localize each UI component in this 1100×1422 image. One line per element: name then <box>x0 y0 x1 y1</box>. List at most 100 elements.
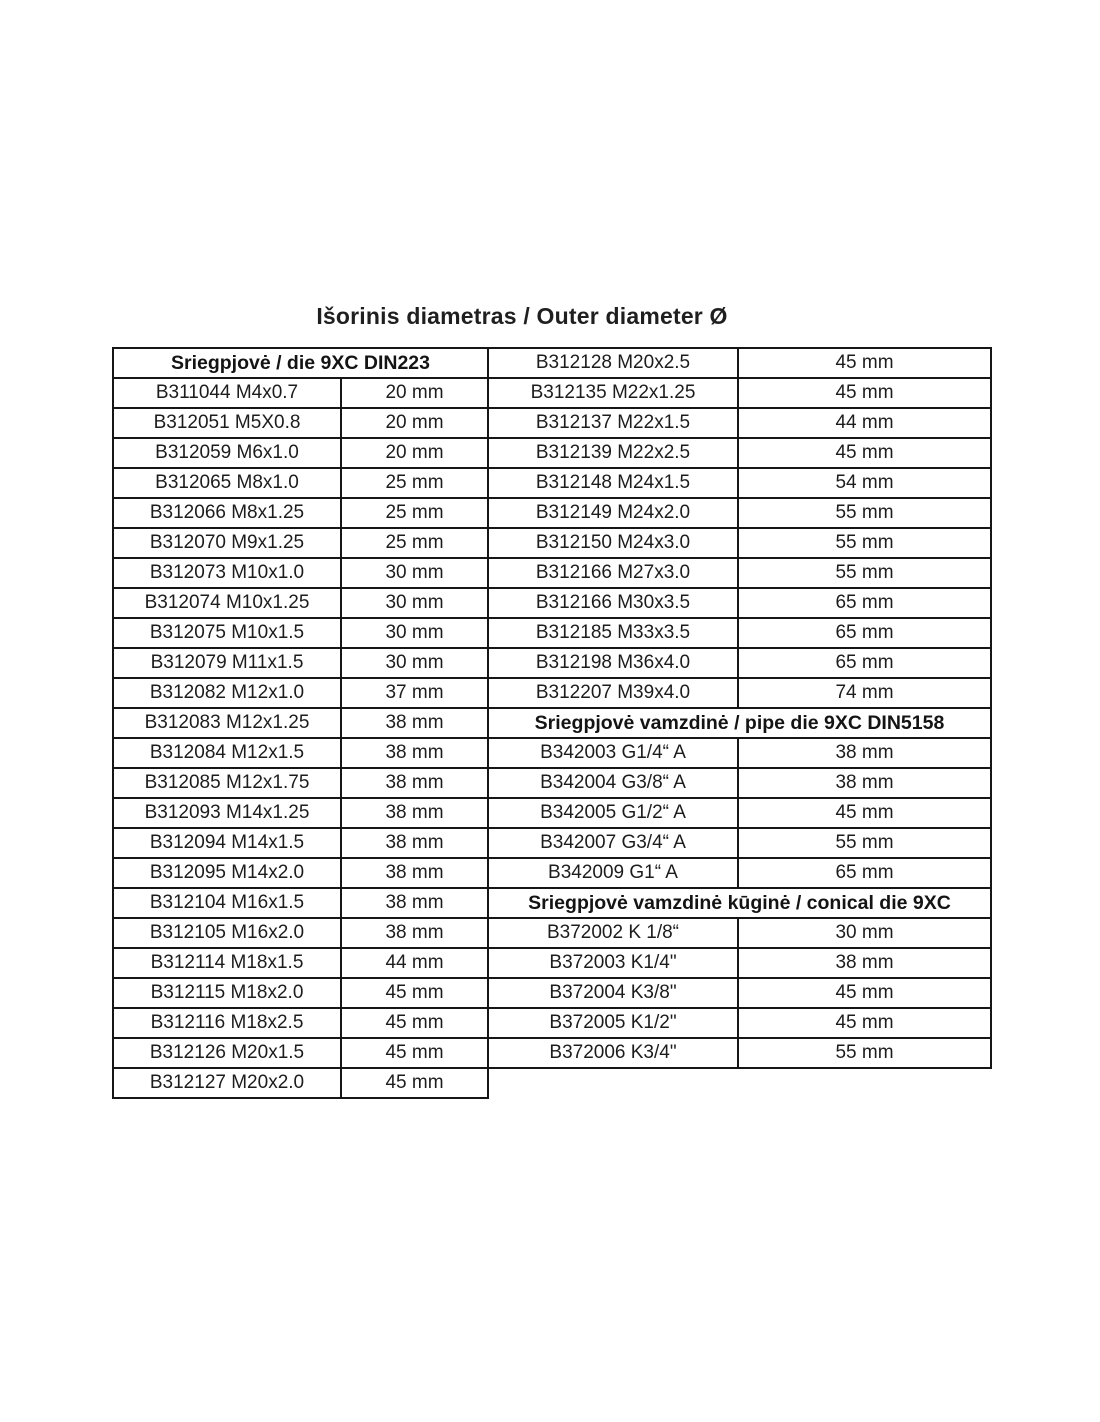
cell-diameter-value: 37 mm <box>340 677 489 709</box>
cell-product-code: B312094 M14x1.5 <box>112 827 342 859</box>
cell-product-code: B312128 M20x2.5 <box>487 347 739 379</box>
table-row: B312079 M11x1.5 30 mm B312198 M36x4.0 65 mm <box>112 647 992 679</box>
cell-diameter-value: 38 mm <box>340 707 489 739</box>
cell-diameter-value: 45 mm <box>340 977 489 1009</box>
cell-product-code: B372005 K1/2" <box>487 1007 739 1039</box>
table-row: B312105 M16x2.0 38 mm B372002 K 1/8“ 30 mm <box>112 917 992 949</box>
cell-product-code: B312079 M11x1.5 <box>112 647 342 679</box>
table-row: B312093 M14x1.25 38 mm B342005 G1/2“ A 45 m… <box>112 797 992 829</box>
cell-diameter-value: 38 mm <box>340 767 489 799</box>
cell-product-code: B312093 M14x1.25 <box>112 797 342 829</box>
cell-product-code: B312105 M16x2.0 <box>112 917 342 949</box>
cell-product-code: B372003 K1/4" <box>487 947 739 979</box>
cell-product-code: B312059 M6x1.0 <box>112 437 342 469</box>
section-header: Sriegpjovė vamzdinė kūginė / conical die… <box>487 887 992 919</box>
cell-diameter-value: 30 mm <box>340 617 489 649</box>
table-row: Sriegpjovė / die 9XC DIN223 B312128 M20x2… <box>112 347 992 379</box>
cell-diameter-value: 45 mm <box>340 1007 489 1039</box>
cell-diameter-value: 55 mm <box>737 827 992 859</box>
table-row: B312070 M9x1.25 25 mm B312150 M24x3.0 55 mm <box>112 527 992 559</box>
cell-diameter-value: 38 mm <box>340 887 489 919</box>
table-row: B312073 M10x1.0 30 mm B312166 M27x3.0 55 mm <box>112 557 992 589</box>
table-row: B312104 M16x1.5 38 mm Sriegpjovė vamzdinė … <box>112 887 992 919</box>
outer-diameter-table: Sriegpjovė / die 9XC DIN223 B312128 M20x2… <box>112 347 992 1099</box>
table-row: B312066 M8x1.25 25 mm B312149 M24x2.0 55 mm <box>112 497 992 529</box>
cell-product-code: B312085 M12x1.75 <box>112 767 342 799</box>
section-header: Sriegpjovė vamzdinė / pipe die 9XC DIN51… <box>487 707 992 739</box>
cell-product-code: B312137 M22x1.5 <box>487 407 739 439</box>
cell-diameter-value: 44 mm <box>340 947 489 979</box>
cell-product-code: B342009 G1“ A <box>487 857 739 889</box>
table-row: B312059 M6x1.0 20 mm B312139 M22x2.5 45 mm <box>112 437 992 469</box>
cell-product-code: B312066 M8x1.25 <box>112 497 342 529</box>
table-row: B312065 M8x1.0 25 mm B312148 M24x1.5 54 mm <box>112 467 992 499</box>
cell-diameter-value: 55 mm <box>737 497 992 529</box>
cell-diameter-value: 45 mm <box>737 377 992 409</box>
cell-product-code: B312082 M12x1.0 <box>112 677 342 709</box>
cell-diameter-value: 74 mm <box>737 677 992 709</box>
cell-product-code: B312070 M9x1.25 <box>112 527 342 559</box>
cell-product-code: B312185 M33x3.5 <box>487 617 739 649</box>
cell-product-code: B312095 M14x2.0 <box>112 857 342 889</box>
table-row: B312084 M12x1.5 38 mm B342003 G1/4“ A 38 mm <box>112 737 992 769</box>
cell-diameter-value: 38 mm <box>340 917 489 949</box>
cell-diameter-value: 20 mm <box>340 377 489 409</box>
cell-product-code: B312075 M10x1.5 <box>112 617 342 649</box>
cell-product-code: B312126 M20x1.5 <box>112 1037 342 1069</box>
cell-product-code: B312198 M36x4.0 <box>487 647 739 679</box>
cell-product-code: B312127 M20x2.0 <box>112 1067 342 1099</box>
table-row: B312074 M10x1.25 30 mm B312166 M30x3.5 65 m… <box>112 587 992 619</box>
cell-product-code: B372002 K 1/8“ <box>487 917 739 949</box>
table-body: Sriegpjovė / die 9XC DIN223 B312128 M20x2… <box>112 347 992 1099</box>
cell-diameter-value: 45 mm <box>737 1007 992 1039</box>
table-row: B311044 M4x0.7 20 mm B312135 M22x1.25 45 mm <box>112 377 992 409</box>
table-row: B312083 M12x1.25 38 mm Sriegpjovė vamzdinė… <box>112 707 992 739</box>
cell-product-code: B312139 M22x2.5 <box>487 437 739 469</box>
cell-product-code: B312073 M10x1.0 <box>112 557 342 589</box>
cell-diameter-value: 45 mm <box>737 977 992 1009</box>
cell-diameter-value: 30 mm <box>340 647 489 679</box>
cell-diameter-value: 20 mm <box>340 407 489 439</box>
cell-product-code: B342003 G1/4“ A <box>487 737 739 769</box>
cell-diameter-value: 38 mm <box>737 737 992 769</box>
cell-product-code: B372006 K3/4" <box>487 1037 739 1069</box>
cell-product-code: B342004 G3/8“ A <box>487 767 739 799</box>
cell-product-code: B312166 M27x3.0 <box>487 557 739 589</box>
table-row: B312082 M12x1.0 37 mm B312207 M39x4.0 74 mm <box>112 677 992 709</box>
cell-product-code: B312104 M16x1.5 <box>112 887 342 919</box>
cell-diameter-value: 38 mm <box>737 767 992 799</box>
cell-product-code: B312150 M24x3.0 <box>487 527 739 559</box>
cell-product-code: B342005 G1/2“ A <box>487 797 739 829</box>
cell-diameter-value: 45 mm <box>340 1037 489 1069</box>
cell-diameter-value: 65 mm <box>737 647 992 679</box>
cell-diameter-value: 65 mm <box>737 617 992 649</box>
cell-diameter-value: 25 mm <box>340 497 489 529</box>
table-row: B312051 M5X0.8 20 mm B312137 M22x1.5 44 mm <box>112 407 992 439</box>
cell-product-code: B312051 M5X0.8 <box>112 407 342 439</box>
cell-diameter-value: 54 mm <box>737 467 992 499</box>
section-header: Sriegpjovė / die 9XC DIN223 <box>112 347 489 379</box>
cell-diameter-value: 30 mm <box>340 557 489 589</box>
cell-diameter-value: 45 mm <box>737 347 992 379</box>
empty-cell <box>488 1068 738 1098</box>
cell-product-code: B312065 M8x1.0 <box>112 467 342 499</box>
cell-diameter-value: 55 mm <box>737 1037 992 1069</box>
cell-diameter-value: 45 mm <box>340 1067 489 1099</box>
table-row: B312114 M18x1.5 44 mm B372003 K1/4" 38 mm <box>112 947 992 979</box>
table-row: B312126 M20x1.5 45 mm B372006 K3/4" 55 mm <box>112 1037 992 1069</box>
table-row: B312115 M18x2.0 45 mm B372004 K3/8" 45 mm <box>112 977 992 1009</box>
cell-diameter-value: 45 mm <box>737 797 992 829</box>
cell-diameter-value: 38 mm <box>737 947 992 979</box>
cell-diameter-value: 20 mm <box>340 437 489 469</box>
cell-product-code: B312114 M18x1.5 <box>112 947 342 979</box>
table-row: B312127 M20x2.0 45 mm <box>112 1067 991 1099</box>
cell-product-code: B312148 M24x1.5 <box>487 467 739 499</box>
cell-diameter-value: 25 mm <box>340 467 489 499</box>
cell-product-code: B312115 M18x2.0 <box>112 977 342 1009</box>
cell-diameter-value: 30 mm <box>340 587 489 619</box>
cell-product-code: B312084 M12x1.5 <box>112 737 342 769</box>
cell-product-code: B312074 M10x1.25 <box>112 587 342 619</box>
cell-diameter-value: 55 mm <box>737 527 992 559</box>
table-row: B312095 M14x2.0 38 mm B342009 G1“ A 65 mm <box>112 857 992 889</box>
